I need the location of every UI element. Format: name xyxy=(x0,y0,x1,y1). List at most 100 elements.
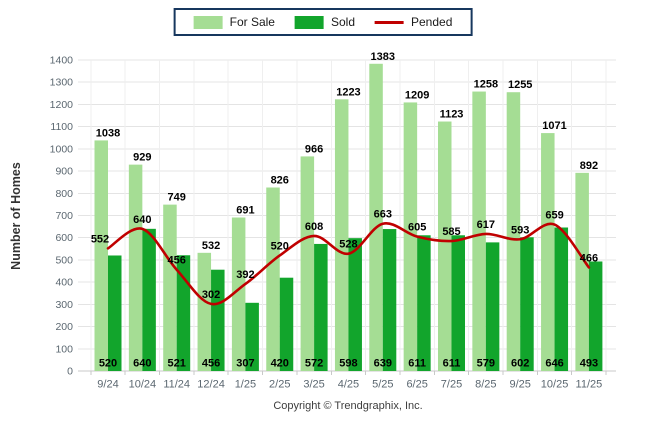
for-sale-value-label: 892 xyxy=(580,160,598,172)
pended-value-label: 528 xyxy=(339,239,357,251)
for-sale-bar xyxy=(438,121,452,371)
pended-value-label: 456 xyxy=(168,255,186,267)
for-sale-value-label: 1223 xyxy=(336,86,360,98)
legend-item-for-sale: For Sale xyxy=(193,15,275,29)
sold-value-label: 598 xyxy=(339,358,357,370)
legend-label: Pended xyxy=(411,15,453,29)
sold-value-label: 307 xyxy=(236,358,254,370)
pended-value-label: 466 xyxy=(580,252,598,264)
sold-bar xyxy=(554,227,569,371)
y-axis-tick-label: 100 xyxy=(55,343,73,355)
y-axis-title: Number of Homes xyxy=(9,162,23,270)
for-sale-value-label: 1383 xyxy=(371,51,395,63)
sold-bar xyxy=(314,243,328,371)
legend-label: Sold xyxy=(330,15,356,29)
y-axis-tick-label: 900 xyxy=(55,166,73,178)
y-axis-tick-label: 200 xyxy=(55,321,73,333)
for-sale-bar xyxy=(197,252,212,371)
for-sale-bar xyxy=(575,172,589,371)
for-sale-bar xyxy=(94,140,108,371)
pended-line xyxy=(106,222,591,306)
x-axis-tick-label: 10/25 xyxy=(541,379,569,391)
for-sale-bar xyxy=(128,164,143,371)
legend-label: For Sale xyxy=(229,15,275,29)
sold-value-label: 646 xyxy=(545,358,563,370)
y-axis-tick-label: 400 xyxy=(55,277,73,289)
y-axis-tick-label: 1200 xyxy=(50,99,74,111)
x-axis-tick-label: 8/25 xyxy=(475,379,496,391)
sold-value-label: 520 xyxy=(99,358,117,370)
sold-bar xyxy=(520,237,534,371)
legend: For Sale Sold Pended xyxy=(173,8,473,36)
sold-value-label: 602 xyxy=(511,358,529,370)
for-sale-value-label: 1209 xyxy=(405,89,429,101)
for-sale-value-label: 1258 xyxy=(474,79,498,91)
sold-value-label: 521 xyxy=(168,358,186,370)
x-axis-tick-label: 5/25 xyxy=(372,379,393,391)
sold-bar xyxy=(348,238,362,371)
sold-value-label: 611 xyxy=(408,358,426,370)
for-sale-value-label: 929 xyxy=(133,152,151,164)
sold-value-label: 579 xyxy=(477,358,495,370)
sold-bar xyxy=(279,277,294,371)
x-axis-tick-label: 11/24 xyxy=(163,379,190,391)
pended-value-label: 585 xyxy=(442,226,460,238)
for-sale-value-label: 966 xyxy=(305,143,323,155)
y-axis-tick-label: 500 xyxy=(55,254,73,266)
y-axis-tick-label: 1000 xyxy=(50,143,74,155)
x-axis-tick-label: 7/25 xyxy=(441,379,462,391)
for-sale-value-label: 826 xyxy=(271,175,289,187)
for-sale-bar xyxy=(403,102,418,371)
sold-bar xyxy=(451,235,465,371)
for-sale-bar xyxy=(506,92,521,371)
for-sale-value-label: 532 xyxy=(202,240,220,252)
pended-value-label: 593 xyxy=(511,224,529,236)
y-axis-tick-label: 1100 xyxy=(50,121,73,133)
pended-value-label: 392 xyxy=(236,269,254,281)
sold-bar xyxy=(417,235,431,371)
x-axis-tick-label: 6/25 xyxy=(406,379,427,391)
for-sale-value-label: 1123 xyxy=(440,109,464,121)
x-axis-tick-label: 1/25 xyxy=(235,379,256,391)
x-axis-tick-label: 3/25 xyxy=(303,379,324,391)
for-sale-bar xyxy=(300,156,315,371)
pended-value-label: 302 xyxy=(202,289,220,301)
x-axis-tick-label: 9/25 xyxy=(509,379,530,391)
pended-line-swatch xyxy=(375,20,405,24)
for-sale-value-label: 1255 xyxy=(508,79,532,91)
for-sale-value-label: 1071 xyxy=(542,120,566,132)
sold-value-label: 611 xyxy=(443,358,461,370)
for-sale-bar xyxy=(163,204,177,371)
sold-swatch xyxy=(294,15,324,29)
for-sale-swatch xyxy=(193,15,223,29)
pended-value-label: 605 xyxy=(408,222,426,234)
sold-bar xyxy=(176,255,191,371)
x-axis-tick-label: 12/24 xyxy=(197,379,225,391)
sold-value-label: 640 xyxy=(133,358,151,370)
pended-value-label: 552 xyxy=(91,233,109,245)
for-sale-bar xyxy=(334,99,349,372)
pended-value-label: 608 xyxy=(305,221,323,233)
sold-value-label: 493 xyxy=(580,358,598,370)
for-sale-value-label: 1038 xyxy=(96,127,120,139)
for-sale-bar xyxy=(266,187,280,371)
pended-value-label: 640 xyxy=(133,214,151,226)
sold-bar xyxy=(485,242,500,371)
for-sale-value-label: 691 xyxy=(236,204,254,216)
y-axis-tick-label: 800 xyxy=(55,188,73,200)
y-axis-tick-label: 0 xyxy=(67,366,73,378)
pended-value-label: 663 xyxy=(374,209,392,221)
for-sale-bar xyxy=(472,91,486,372)
sold-value-label: 420 xyxy=(271,358,289,370)
sold-bar xyxy=(108,255,122,371)
sold-bar xyxy=(211,269,225,371)
x-axis-tick-label: 11/25 xyxy=(576,379,603,391)
legend-item-sold: Sold xyxy=(294,15,356,29)
for-sale-value-label: 749 xyxy=(168,192,186,204)
pended-value-label: 659 xyxy=(545,210,563,222)
pended-value-label: 520 xyxy=(271,240,289,252)
for-sale-bar xyxy=(231,217,246,371)
y-axis-tick-label: 1400 xyxy=(50,55,74,67)
